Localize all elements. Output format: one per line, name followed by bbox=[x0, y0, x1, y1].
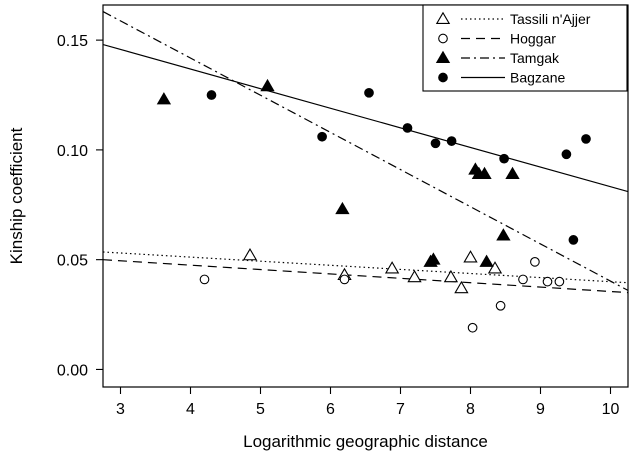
point-2-2 bbox=[335, 201, 350, 215]
point-3-9 bbox=[568, 235, 579, 245]
point-3-7 bbox=[561, 149, 572, 160]
y-tick-label-2: 0.10 bbox=[57, 143, 88, 160]
point-1-2 bbox=[467, 322, 478, 333]
y-axis: 0.00 0.05 0.10 0.15 bbox=[57, 33, 103, 379]
point-1-6 bbox=[542, 276, 553, 287]
point-3-4 bbox=[430, 138, 441, 149]
legend-marker-2 bbox=[435, 50, 451, 64]
x-tick-label-7: 10 bbox=[602, 401, 620, 418]
point-2-1 bbox=[260, 78, 275, 92]
point-0-4 bbox=[443, 269, 459, 283]
point-0-2 bbox=[384, 261, 400, 274]
y-tick-label-3: 0.15 bbox=[57, 33, 88, 50]
point-3-3 bbox=[402, 123, 413, 133]
point-3-0 bbox=[206, 90, 217, 100]
point-2-4 bbox=[426, 252, 441, 265]
point-1-3 bbox=[495, 300, 506, 311]
point-0-6 bbox=[463, 250, 478, 263]
point-0-0 bbox=[242, 247, 258, 261]
point-1-1 bbox=[339, 274, 350, 285]
point-1-0 bbox=[199, 274, 210, 285]
legend-label-0: Tassili n'Ajjer bbox=[510, 11, 591, 27]
x-axis: 3 4 5 6 7 8 9 10 bbox=[116, 387, 620, 418]
point-2-10 bbox=[496, 228, 511, 241]
legend-marker-0 bbox=[435, 11, 451, 25]
x-axis-label: Logarithmic geographic distance bbox=[243, 432, 488, 451]
legend-label-3: Bagzane bbox=[510, 70, 565, 86]
y-axis-label: Kinship coefficient bbox=[7, 127, 26, 264]
legend-label-2: Tamgak bbox=[510, 50, 560, 66]
x-tick-label-2: 5 bbox=[256, 401, 265, 418]
legend-marker-3 bbox=[438, 72, 448, 83]
y-tick-label-0: 0.00 bbox=[57, 362, 88, 379]
point-3-8 bbox=[581, 134, 591, 144]
plot-area bbox=[103, 11, 628, 333]
point-2-9 bbox=[479, 254, 494, 267]
point-1-4 bbox=[518, 274, 528, 285]
x-tick-label-5: 8 bbox=[466, 401, 475, 418]
x-tick-label-3: 6 bbox=[326, 401, 335, 418]
x-tick-label-1: 4 bbox=[186, 401, 195, 418]
point-2-0 bbox=[156, 92, 172, 105]
fit-line-3 bbox=[103, 43, 628, 193]
point-3-1 bbox=[317, 131, 327, 142]
legend-box bbox=[422, 4, 628, 92]
point-0-7 bbox=[487, 261, 503, 274]
x-tick-label-6: 9 bbox=[536, 401, 545, 418]
plot-frame bbox=[102, 4, 629, 388]
fit-line-2 bbox=[103, 11, 628, 291]
point-2-7 bbox=[477, 166, 492, 180]
y-tick-label-1: 0.05 bbox=[57, 253, 88, 270]
legend-label-1: Hoggar bbox=[510, 31, 556, 47]
fit-line-1 bbox=[103, 259, 628, 294]
point-3-5 bbox=[446, 136, 457, 146]
point-1-7 bbox=[554, 276, 565, 287]
point-3-2 bbox=[364, 87, 374, 98]
point-1-5 bbox=[530, 257, 540, 267]
legend: Tassili n'Ajjer Hoggar Tamgak Bagzane bbox=[422, 4, 628, 92]
x-tick-label-4: 7 bbox=[396, 401, 405, 418]
x-tick-label-0: 3 bbox=[116, 401, 125, 418]
point-0-5 bbox=[454, 280, 469, 294]
point-0-3 bbox=[407, 269, 422, 283]
point-2-8 bbox=[505, 166, 520, 180]
point-3-6 bbox=[499, 153, 509, 164]
legend-marker-1 bbox=[438, 33, 448, 44]
